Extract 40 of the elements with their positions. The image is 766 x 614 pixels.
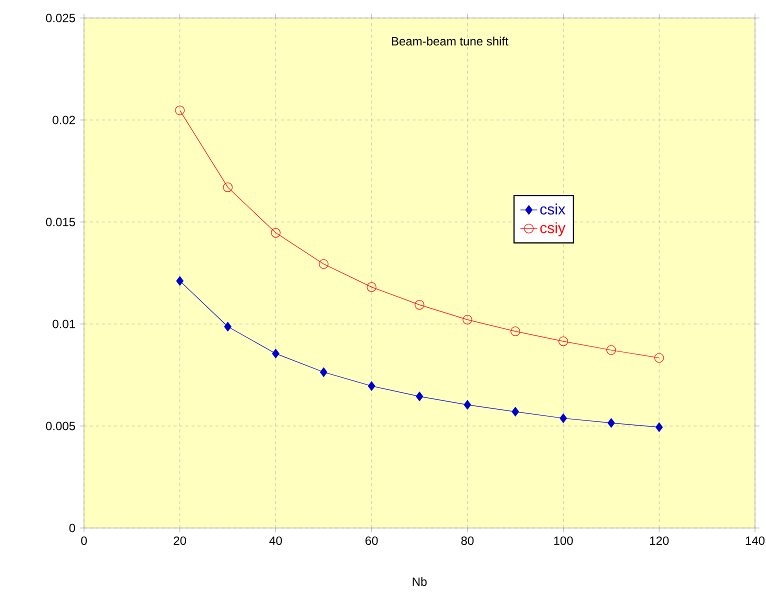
y-tick-label: 0.015	[46, 218, 76, 226]
x-tick-label: 100	[554, 536, 573, 545]
x-tick-label: 40	[269, 536, 282, 545]
point	[464, 400, 472, 410]
text: Beam-beam tune shift	[392, 36, 508, 46]
point	[654, 353, 664, 363]
y-tick-label: 0.025	[46, 14, 76, 22]
point	[175, 106, 185, 116]
legend-label: csix	[540, 204, 566, 215]
point	[224, 322, 232, 332]
point	[608, 418, 615, 428]
x-tick-label: 0	[81, 536, 87, 545]
point	[318, 259, 328, 269]
point	[512, 406, 520, 417]
point	[414, 300, 424, 310]
point	[366, 282, 376, 292]
point	[606, 345, 616, 355]
y-tick-label: 0	[69, 524, 76, 532]
point	[560, 413, 567, 424]
x-axis-title: Nb	[412, 577, 427, 586]
point	[270, 228, 281, 238]
x-tick-label: 120	[650, 536, 669, 545]
y-tick-label: 0.02	[52, 116, 75, 124]
x-tick-label: 140	[746, 536, 765, 545]
point	[320, 367, 328, 377]
point	[176, 276, 184, 286]
point	[368, 381, 376, 391]
x-tick-label: 20	[174, 536, 186, 545]
legend-label: csiy	[540, 222, 566, 236]
x-tick-label: 80	[461, 536, 474, 545]
y-tick-label: 0.01	[52, 320, 75, 328]
point	[510, 326, 520, 336]
point	[416, 392, 424, 402]
y-tick-label: 0.005	[46, 422, 76, 430]
point	[558, 336, 568, 346]
point	[272, 348, 280, 358]
point	[655, 422, 663, 432]
x-tick-label: 60	[366, 536, 378, 545]
point	[462, 314, 472, 325]
point	[222, 182, 233, 192]
